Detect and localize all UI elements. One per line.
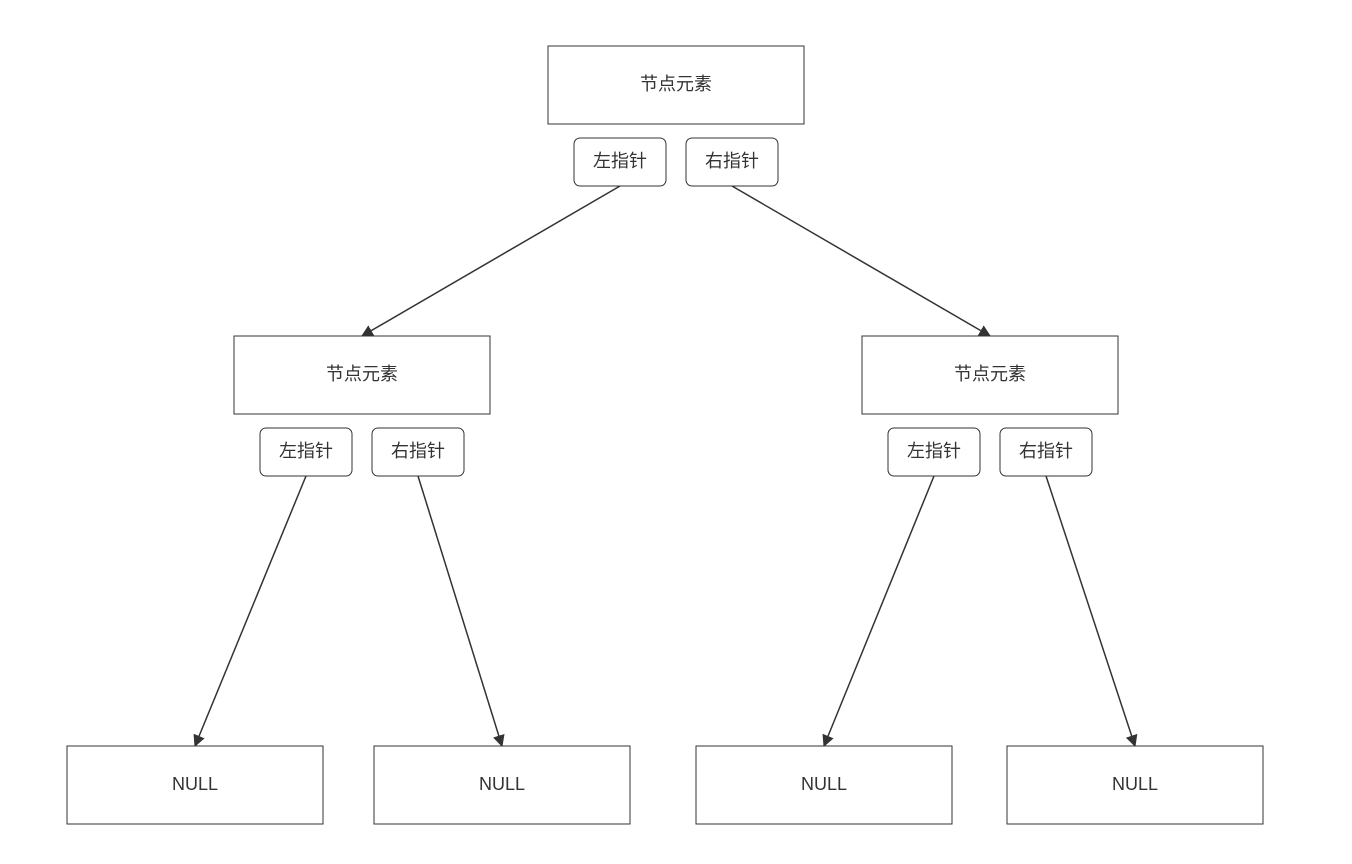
null-label: NULL — [172, 774, 218, 794]
null-leaf: NULL — [1007, 746, 1263, 824]
tree-node: 节点元素左指针 右指针 — [548, 46, 804, 186]
null-label: NULL — [479, 774, 525, 794]
tree-edge — [1046, 476, 1135, 746]
node-element-label: 节点元素 — [954, 364, 1026, 384]
tree-node: 节点元素左指针 右指针 — [234, 336, 490, 476]
tree-node: 节点元素左指针 右指针 — [862, 336, 1118, 476]
tree-edge — [418, 476, 502, 746]
null-label: NULL — [1112, 774, 1158, 794]
tree-edge — [824, 476, 934, 746]
tree-edge — [362, 186, 620, 336]
node-element-label: 节点元素 — [326, 364, 398, 384]
right-pointer-label: 右指针 — [705, 151, 759, 171]
binary-tree-diagram: 节点元素左指针右指针节点元素左指针右指针节点元素左指针右指针NULLNULLNU… — [0, 0, 1352, 864]
left-pointer-label: 左指针 — [907, 441, 961, 461]
tree-edge — [195, 476, 306, 746]
right-pointer-label: 右指针 — [1019, 441, 1073, 461]
null-leaf: NULL — [67, 746, 323, 824]
tree-edge — [732, 186, 990, 336]
null-leaf: NULL — [696, 746, 952, 824]
null-label: NULL — [801, 774, 847, 794]
null-leaf: NULL — [374, 746, 630, 824]
right-pointer-label: 右指针 — [391, 441, 445, 461]
left-pointer-label: 左指针 — [593, 151, 647, 171]
node-element-label: 节点元素 — [640, 74, 712, 94]
left-pointer-label: 左指针 — [279, 441, 333, 461]
